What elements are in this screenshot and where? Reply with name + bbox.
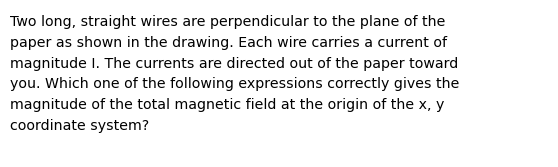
- Text: Two long, straight wires are perpendicular to the plane of the
paper as shown in: Two long, straight wires are perpendicul…: [10, 15, 459, 133]
